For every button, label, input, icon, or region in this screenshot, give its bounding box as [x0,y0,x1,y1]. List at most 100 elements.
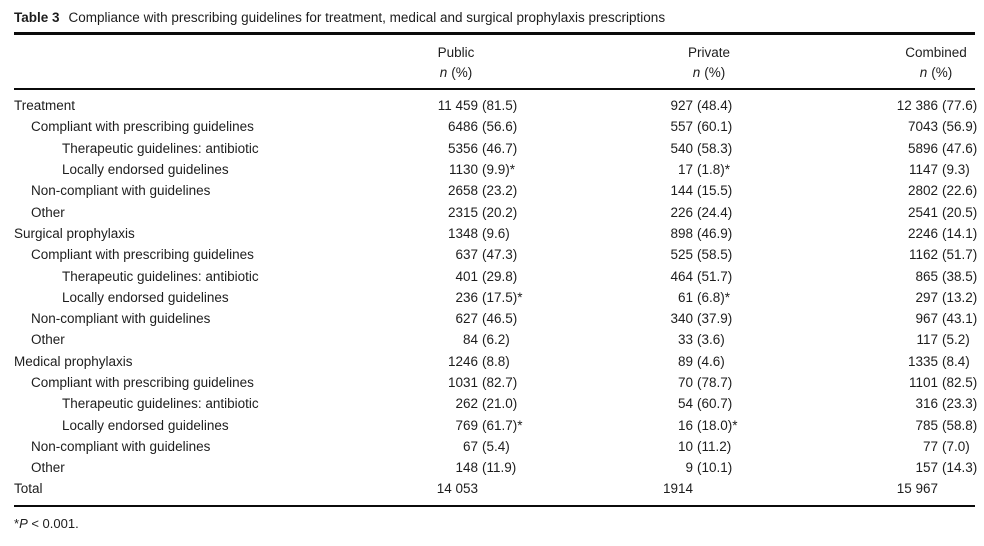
cell-percent: (38.5) [942,268,978,284]
cell-percent: (43.1) [942,311,978,327]
cell-public: 2315 (20.2) [422,205,526,220]
table-row: Locally endorsed guidelines 236 (17.5)* 6… [14,287,984,308]
row-label: Other [31,332,65,348]
cell-percent: (51.7) [942,247,978,263]
cell-percent: (60.7) [697,396,733,412]
cell-percent: (46.7) [482,140,518,156]
cell-combined: 2541 (20.5) [884,205,980,220]
table-row: Medical prophylaxis 1246 (8.8) 89 (4.6) 13… [14,351,984,372]
cell-percent: (14.1) [942,225,978,241]
cell-percent: (4.6) [697,353,725,369]
cell-private: 557 (60.1) [647,119,735,134]
table-row: Non-compliant with guidelines 627 (46.5) … [14,308,984,329]
cell-percent: (24.4) [697,204,733,220]
cell-count: 5356 [447,140,478,156]
n-symbol: n [919,64,928,80]
cell-count: 54 [677,396,693,412]
cell-combined: 2246 (14.1) [884,226,980,241]
cell-percent: (60.1) [697,119,733,135]
cell-percent: (21.0) [482,396,518,412]
footnote-text: < 0.001. [27,516,79,532]
table-row: Non-compliant with guidelines 2658 (23.2)… [14,180,984,201]
cell-count: 1335 [907,353,938,369]
cell-percent: (61.7)* [482,417,523,433]
cell-combined: 1147 (9.3) [884,162,980,177]
column-header-private: Private n (%) [665,43,753,83]
cell-private: 33 (3.6) [647,332,735,347]
cell-public: 769 (61.7)* [422,418,526,433]
cell-count: 297 [915,289,938,305]
cell-public: 5356 (46.7) [422,141,526,156]
percent-symbol: (%) [451,64,473,80]
cell-combined: 1101 (82.5) [884,375,980,390]
row-label: Non-compliant with guidelines [31,311,211,327]
table-label: Table 3 [14,10,60,25]
table-row: Therapeutic guidelines: antibiotic 262 (2… [14,393,984,414]
table-row: Therapeutic guidelines: antibiotic 401 (2… [14,265,984,286]
cell-count: 927 [670,98,693,114]
cell-count: 637 [455,247,478,263]
cell-count: 262 [455,396,478,412]
cell-count: 10 [677,438,693,454]
cell-count: 401 [455,268,478,284]
cell-count: 1348 [447,225,478,241]
cell-count: 865 [915,268,938,284]
cell-combined: 1335 (8.4) [884,354,980,369]
table-caption: Compliance with prescribing guidelines f… [68,10,666,25]
n-symbol: n [692,64,701,80]
cell-percent: (48.4) [697,98,733,114]
row-label: Compliant with prescribing guidelines [31,119,254,135]
cell-percent: (29.8) [482,268,518,284]
row-label: Non-compliant with guidelines [31,183,211,199]
cell-count: 2802 [907,183,938,199]
cell-count: 7043 [907,119,938,135]
row-label: Treatment [14,98,76,114]
cell-percent: (56.6) [482,119,518,135]
cell-percent: (58.5) [697,247,733,263]
cell-public: 1031 (82.7) [422,375,526,390]
table-row: Surgical prophylaxis 1348 (9.6) 898 (46.9)… [14,223,984,244]
cell-public: 2658 (23.2) [422,183,526,198]
cell-count: 84 [462,332,478,348]
cell-percent: (47.6) [942,140,978,156]
cell-private: 525 (58.5) [647,247,735,262]
cell-private: 61 (6.8)* [647,290,735,305]
row-label: Compliant with prescribing guidelines [31,247,254,263]
cell-count: 16 [677,417,693,433]
cell-percent: (10.1) [697,460,733,476]
table-row: Other 148 (11.9) 9 (10.1) 157 (14.3) [14,457,984,478]
cell-count: 14 053 [436,481,478,497]
cell-private: 144 (15.5) [647,183,735,198]
cell-private: 898 (46.9) [647,226,735,241]
cell-combined: 5896 (47.6) [884,141,980,156]
cell-count: 157 [915,460,938,476]
cell-percent: (46.9) [697,225,733,241]
cell-combined: 316 (23.3) [884,396,980,411]
column-name-public: Public [437,44,475,60]
table-row: Non-compliant with guidelines 67 (5.4) 10… [14,436,984,457]
cell-combined: 967 (43.1) [884,311,980,326]
cell-percent: (14.3) [942,460,978,476]
cell-count: 117 [916,332,938,348]
cell-private: 1914 [647,481,735,496]
top-rule [14,32,975,35]
cell-percent: (23.3) [942,396,978,412]
cell-public: 11 459 (81.5) [422,98,526,113]
cell-public: 148 (11.9) [422,460,526,475]
row-label: Locally endorsed guidelines [62,289,229,305]
cell-percent: (5.2) [942,332,970,348]
cell-percent: (11.9) [482,460,517,476]
header-rule [14,87,975,90]
row-label: Therapeutic guidelines: antibiotic [62,140,259,156]
cell-public: 627 (46.5) [422,311,526,326]
cell-count: 2541 [907,204,938,220]
table-row: Locally endorsed guidelines 769 (61.7)* 1… [14,414,984,435]
row-label: Compliant with prescribing guidelines [31,375,254,390]
cell-percent: (17.5)* [482,289,523,305]
cell-percent: (77.6) [942,98,978,114]
cell-percent: (58.8) [942,417,978,433]
cell-count: 12 386 [896,98,938,114]
cell-count: 236 [455,289,478,305]
header-spacer [14,43,419,83]
cell-percent: (7.0) [942,438,970,454]
